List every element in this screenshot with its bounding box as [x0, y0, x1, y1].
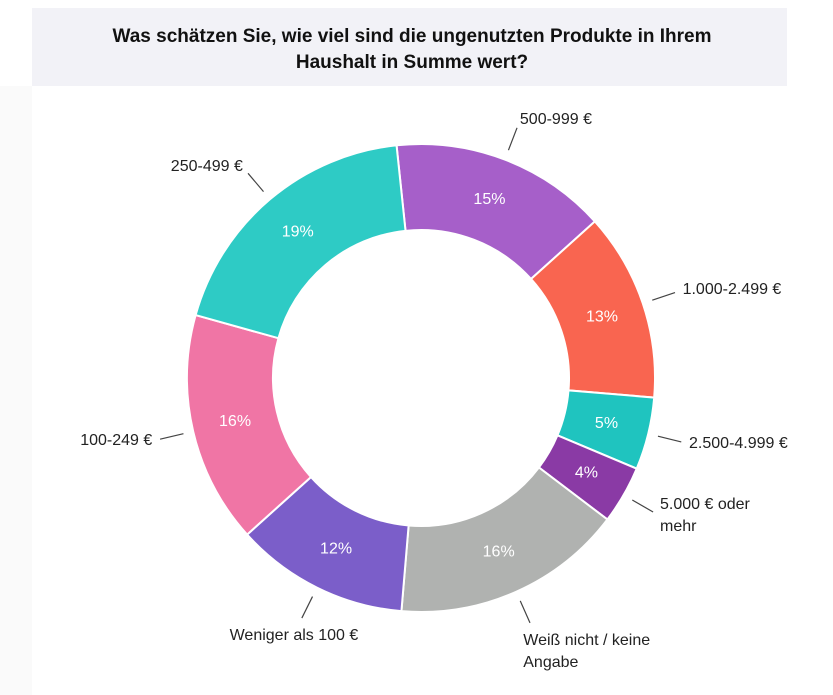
category-label: Weiß nicht / keine Angabe	[523, 632, 651, 672]
leader-line	[301, 596, 314, 619]
category-label: 500-999 €	[519, 111, 592, 129]
leader-line	[632, 499, 654, 513]
category-label: 2.500-4.999 €	[689, 434, 788, 452]
value-label: 15%	[473, 191, 505, 208]
value-label: 16%	[219, 413, 251, 430]
chart-title: Was schätzen Sie, wie viel sind die unge…	[112, 26, 712, 73]
category-label: 250-499 €	[170, 158, 243, 176]
side-panel	[0, 86, 32, 695]
value-label: 19%	[282, 223, 314, 240]
value-label: 4%	[575, 465, 598, 482]
leader-line	[519, 600, 531, 624]
leader-line	[657, 435, 682, 443]
donut-segment	[194, 144, 407, 340]
value-label: 5%	[595, 415, 618, 432]
category-label: 5.000 € oder mehr	[660, 496, 750, 535]
category-label: Weniger als 100 €	[229, 627, 359, 645]
leader-line	[507, 127, 518, 151]
leader-line	[159, 433, 184, 440]
leader-line	[247, 172, 264, 193]
title-box: Was schätzen Sie, wie viel sind die unge…	[32, 8, 787, 86]
leader-line	[652, 291, 676, 301]
value-label: 12%	[320, 540, 352, 557]
value-label: 13%	[586, 308, 618, 325]
category-label: 1.000-2.499 €	[682, 280, 782, 298]
value-label: 16%	[483, 544, 515, 561]
category-label: 100-249 €	[80, 432, 153, 450]
